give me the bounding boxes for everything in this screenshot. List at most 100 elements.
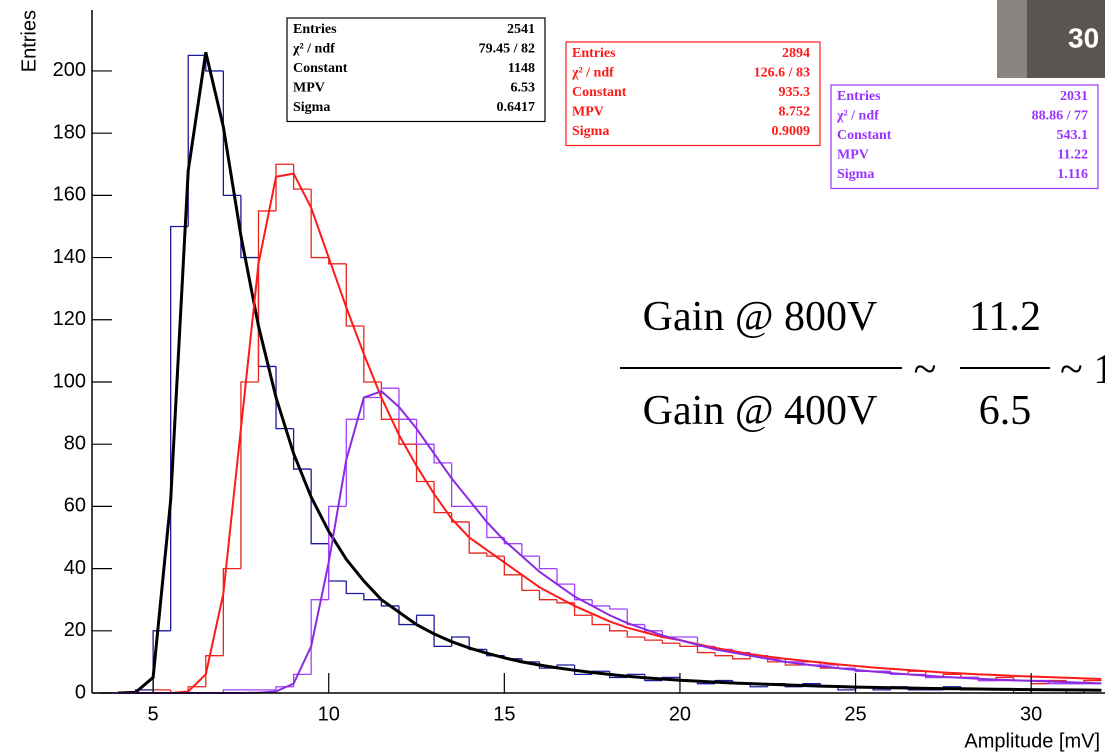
histogram-bin xyxy=(714,652,733,657)
stat-label: Constant xyxy=(293,61,348,76)
stat-label: χ² / ndf xyxy=(292,42,335,57)
fit-curve xyxy=(117,172,1102,694)
stat-value: 0.6417 xyxy=(497,100,536,115)
gain-formula: Gain @ 800V Gain @ 400V ~ 11.2 6.5 ~ 1 xyxy=(620,294,1105,434)
y-tick-label: 0 xyxy=(75,681,86,703)
fit-curve xyxy=(117,51,1102,694)
histogram-bin xyxy=(345,263,364,327)
histogram-bin xyxy=(784,661,803,666)
stat-box: Entries 2541 χ² / ndf 79.45 / 82 Constant 114… xyxy=(286,17,546,123)
formula-numerator: Gain @ 800V xyxy=(643,294,878,340)
histogram-bin xyxy=(257,257,277,368)
histogram-bin xyxy=(486,553,505,557)
y-tick-label: 60 xyxy=(64,495,86,517)
stat-value: 79.45 / 82 xyxy=(479,42,535,57)
histogram-bin xyxy=(275,366,294,430)
x-axis-title: Amplitude [mV] xyxy=(964,730,1100,752)
histogram-bin xyxy=(433,615,452,647)
histogram-bin xyxy=(345,581,364,595)
histogram-bin xyxy=(240,381,259,569)
histogram-bin xyxy=(696,646,716,654)
stat-label: Constant xyxy=(837,128,892,143)
histogram-bin xyxy=(292,164,312,190)
stat-label: χ² / ndf xyxy=(836,109,879,124)
histogram-bin xyxy=(310,469,329,545)
photo-shade xyxy=(997,0,1027,78)
stat-label: Entries xyxy=(837,89,881,104)
histogram-bin xyxy=(626,630,645,638)
histogram-bin xyxy=(538,590,558,601)
x-tick-label: 20 xyxy=(669,703,691,725)
stat-label: Constant xyxy=(572,85,627,100)
histogram-bin xyxy=(644,624,663,632)
y-tick-label: 20 xyxy=(64,619,86,641)
stat-value: 1148 xyxy=(508,61,535,76)
histogram-bin xyxy=(450,462,470,508)
histogram-bin xyxy=(222,689,241,693)
formula-result: ~ 1 xyxy=(1060,347,1105,393)
histogram-bin xyxy=(380,387,399,398)
y-tick-label: 180 xyxy=(53,121,86,143)
histogram-bin xyxy=(363,593,382,601)
histogram-bin xyxy=(187,54,206,227)
y-tick-label: 100 xyxy=(53,370,86,392)
histogram-bin xyxy=(591,615,610,626)
stat-box: Entries 2031 χ² / ndf 88.86 / 77 Constant 543… xyxy=(830,84,1099,190)
stat-value: 2031 xyxy=(1060,89,1088,104)
histogram-bin xyxy=(556,568,575,585)
y-axis-title: Entries xyxy=(18,10,40,72)
stat-label: Sigma xyxy=(837,167,874,182)
histogram-bin xyxy=(275,163,294,211)
photo-label: 30 xyxy=(1068,22,1099,53)
histogram-bin xyxy=(363,396,382,420)
formula-approx: ~ xyxy=(914,347,937,393)
stat-value: 2894 xyxy=(782,46,810,61)
y-tick-label: 140 xyxy=(53,246,86,268)
formula-ratio-bottom: 6.5 xyxy=(979,388,1032,434)
histogram-bin xyxy=(521,543,540,557)
stat-box-frame xyxy=(830,84,1099,190)
stat-label: Sigma xyxy=(572,124,609,139)
stat-value: 6.53 xyxy=(511,81,536,96)
stat-label: χ² / ndf xyxy=(571,66,614,81)
histogram-bin xyxy=(450,512,470,523)
x-tick-label: 5 xyxy=(148,703,159,725)
stat-label: MPV xyxy=(293,81,325,96)
y-tick-label: 200 xyxy=(53,59,86,81)
y-tick-label: 80 xyxy=(64,432,86,454)
histogram-bin xyxy=(433,481,452,514)
histogram-bin xyxy=(538,556,558,570)
histogram-bin xyxy=(644,637,663,641)
stat-box-frame xyxy=(286,17,546,123)
stat-value: 0.9009 xyxy=(772,124,811,139)
stat-value: 935.3 xyxy=(779,85,811,100)
stat-value: 2541 xyxy=(507,22,535,37)
stat-value: 543.1 xyxy=(1057,128,1089,143)
y-tick-label: 160 xyxy=(53,184,86,206)
histogram-bin xyxy=(380,599,399,607)
stat-value: 126.6 / 83 xyxy=(754,66,810,81)
histogram-bin xyxy=(345,418,364,507)
histogram-bin xyxy=(591,599,610,607)
histogram-bin xyxy=(398,419,417,445)
x-tick-label: 30 xyxy=(1020,703,1042,725)
histogram-bin xyxy=(679,643,698,647)
histogram-bin xyxy=(609,624,628,632)
histogram-bin xyxy=(661,640,680,644)
x-tick-label: 25 xyxy=(844,703,866,725)
histogram-bin xyxy=(609,605,628,610)
histogram-bin xyxy=(468,521,487,554)
stat-value: 88.86 / 77 xyxy=(1032,109,1088,124)
histogram-bin xyxy=(328,505,347,600)
fit-curve xyxy=(117,390,1102,694)
stat-label: Entries xyxy=(293,22,337,37)
y-tick-label: 120 xyxy=(53,308,86,330)
histogram-bin xyxy=(310,189,329,259)
histogram-bin xyxy=(486,506,505,539)
x-tick-label: 10 xyxy=(318,703,340,725)
histogram-bin xyxy=(415,614,435,625)
histogram-bin xyxy=(310,599,329,675)
histogram-bin xyxy=(433,444,452,464)
stat-label: MPV xyxy=(837,148,869,163)
stat-box: Entries 2894 χ² / ndf 126.6 / 83 Constant 935… xyxy=(565,41,821,147)
